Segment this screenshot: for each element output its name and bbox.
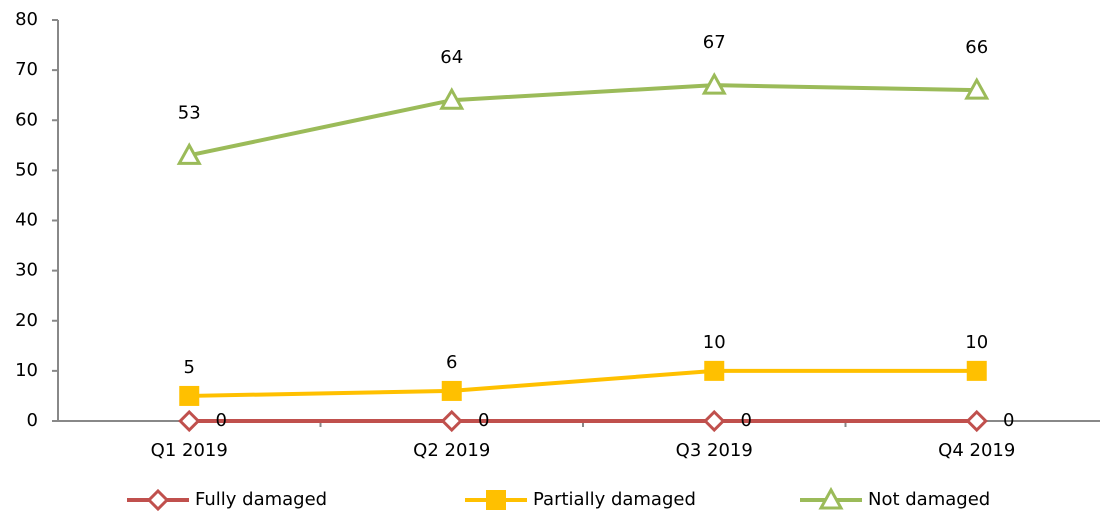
- y-tick-label: 0: [27, 410, 38, 431]
- data-label: 10: [965, 332, 988, 353]
- y-tick-label: 10: [15, 360, 38, 381]
- marker: [179, 385, 200, 406]
- legend-label: Fully damaged: [195, 489, 327, 510]
- marker: [701, 72, 727, 95]
- series-line: [188, 83, 977, 158]
- x-tick-label: Q3 2019: [676, 440, 753, 461]
- data-label: 0: [741, 410, 752, 431]
- y-tick-label: 80: [15, 9, 38, 30]
- x-tick-label: Q4 2019: [938, 440, 1015, 461]
- marker: [440, 409, 463, 433]
- y-tick-label: 20: [15, 310, 38, 331]
- legend-marker: [146, 488, 170, 512]
- legend-label: Not damaged: [868, 489, 990, 510]
- marker: [965, 409, 988, 433]
- data-label: 0: [216, 410, 227, 431]
- marker: [441, 380, 462, 401]
- data-label: 0: [478, 410, 489, 431]
- marker: [703, 409, 726, 433]
- marker: [964, 77, 990, 100]
- y-tick-label: 60: [15, 109, 38, 130]
- x-tick-label: Q1 2019: [151, 440, 228, 461]
- marker: [704, 360, 725, 381]
- y-tick-label: 40: [15, 210, 38, 231]
- data-label: 10: [703, 332, 726, 353]
- series-line: [189, 368, 977, 398]
- data-label: 53: [178, 102, 201, 123]
- legend-marker: [486, 490, 506, 510]
- marker: [178, 409, 201, 433]
- marker: [439, 87, 465, 110]
- marker: [176, 142, 202, 165]
- data-label: 0: [1003, 410, 1014, 431]
- marker: [966, 360, 987, 381]
- legend-marker: [818, 486, 844, 510]
- data-label: 66: [965, 37, 988, 58]
- legend-label: Partially damaged: [533, 489, 696, 510]
- y-tick-label: 50: [15, 159, 38, 180]
- data-label: 6: [446, 352, 457, 373]
- x-tick-label: Q2 2019: [413, 440, 490, 461]
- data-label: 67: [703, 32, 726, 53]
- y-tick-label: 30: [15, 260, 38, 281]
- data-label: 64: [440, 47, 463, 68]
- y-tick-label: 70: [15, 59, 38, 80]
- data-label: 5: [184, 357, 195, 378]
